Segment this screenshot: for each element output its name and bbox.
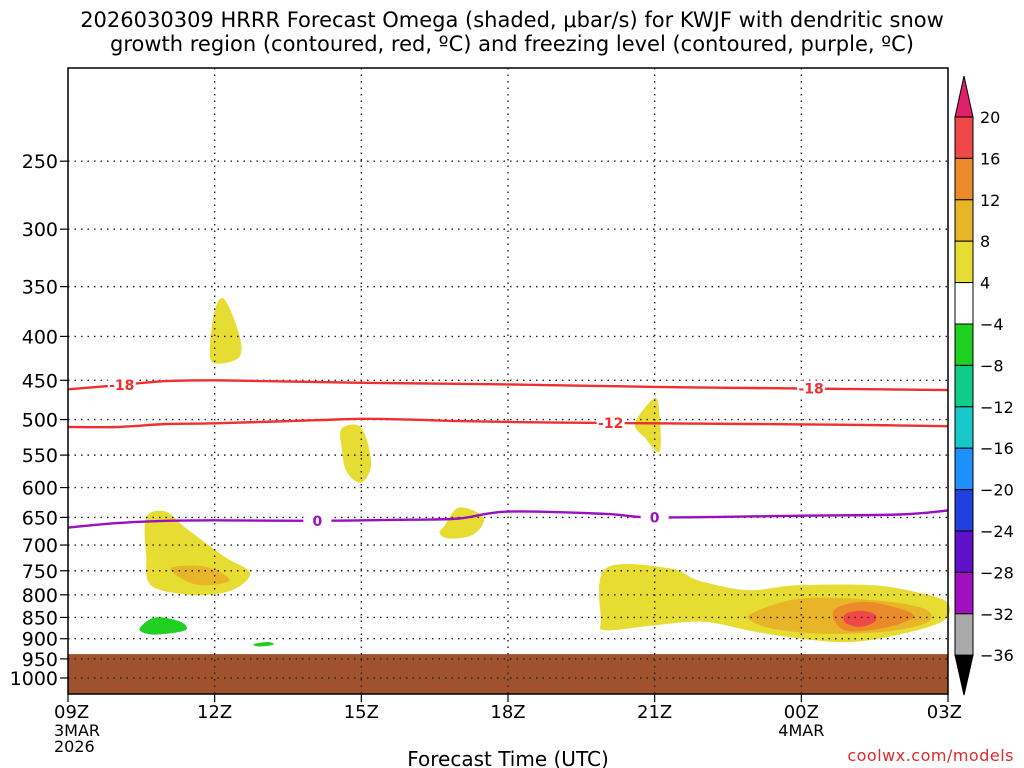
y-tick-label: 1000 bbox=[10, 668, 58, 690]
colorbar-tick-label: −12 bbox=[980, 398, 1014, 417]
y-tick-label: 250 bbox=[22, 151, 58, 173]
x-tick-label: 09Z bbox=[54, 702, 89, 723]
colorbar-tick-label: −4 bbox=[980, 315, 1004, 334]
axes: 2503003504004505005506006507007508008509… bbox=[10, 67, 962, 756]
colorbar-tick-label: 16 bbox=[980, 149, 1000, 168]
y-tick-label: 700 bbox=[22, 535, 58, 557]
y-tick-label: 650 bbox=[22, 507, 58, 529]
shaded-region-omega-4-8-c bbox=[340, 424, 372, 483]
colorbar-bin bbox=[954, 571, 974, 615]
colorbar-bin bbox=[954, 157, 974, 201]
shaded-region-omega-neg4-8-b bbox=[253, 641, 274, 647]
colorbar-bin bbox=[954, 240, 974, 284]
colorbar-bin bbox=[954, 199, 974, 242]
credit-text: coolwx.com/models bbox=[847, 746, 1014, 765]
colorbar-top-arrow bbox=[954, 75, 974, 118]
contour-line-dendritic-minus18 bbox=[67, 379, 949, 392]
colorbar-tick-label: 4 bbox=[980, 274, 990, 293]
contour-line-freezing-level-0 bbox=[67, 509, 949, 529]
x-tick-sublabel: 4MAR bbox=[778, 721, 824, 740]
colorbar-bin bbox=[954, 530, 974, 573]
y-tick-label: 750 bbox=[22, 561, 58, 583]
colorbar-tick-label: −8 bbox=[980, 356, 1004, 375]
contour-label-bg bbox=[596, 414, 625, 431]
contour-label-bg bbox=[303, 512, 332, 529]
shaded-region-omega-4-8-e bbox=[634, 398, 661, 453]
omega-shading-layer bbox=[139, 298, 951, 647]
contour-line-dendritic-minus12 bbox=[67, 417, 949, 429]
x-tick-label: 12Z bbox=[197, 702, 232, 723]
x-tick-label: 03Z bbox=[927, 702, 962, 723]
colorbar-tick-label: 8 bbox=[980, 232, 990, 251]
shaded-region-omega-4-8-a bbox=[209, 298, 242, 364]
colorbar-bin bbox=[954, 364, 974, 408]
colorbar-bin bbox=[954, 447, 974, 491]
x-axis-title: Forecast Time (UTC) bbox=[407, 747, 609, 768]
x-tick-label: 21Z bbox=[637, 702, 672, 723]
contour-label: -12 bbox=[598, 416, 623, 432]
colorbar: 20 16 12 8 4 −4 −8 −12 −16 −20 −24 −28 −32 −36 bbox=[954, 75, 1014, 696]
y-tick-label: 350 bbox=[22, 277, 58, 299]
colorbar-tick-label: −36 bbox=[980, 646, 1014, 665]
contour-label-bg bbox=[107, 376, 136, 393]
colorbar-tick-label: −28 bbox=[980, 563, 1014, 582]
y-tick-label: 500 bbox=[22, 410, 58, 432]
contour-label: 0 bbox=[312, 514, 322, 530]
colorbar-bin bbox=[954, 323, 974, 366]
chart-title: 2026030309 HRRR Forecast Omega (shaded, … bbox=[0, 8, 1024, 56]
x-tick-sublabel: 2026 bbox=[54, 737, 95, 756]
chart-title-line-1: 2026030309 HRRR Forecast Omega (shaded, … bbox=[80, 8, 944, 32]
contour-layer: -18 -18 -12 0 0 bbox=[67, 376, 949, 530]
colorbar-bin bbox=[954, 406, 974, 449]
colorbar-tick-label: −24 bbox=[980, 522, 1014, 541]
shaded-region-omega-4-8-d bbox=[439, 507, 485, 539]
colorbar-tick-label: 12 bbox=[980, 191, 1000, 210]
y-tick-label: 550 bbox=[22, 445, 58, 467]
shaded-region-omega-4-8-b bbox=[144, 510, 251, 596]
y-tick-label: 600 bbox=[22, 478, 58, 500]
colorbar-tick-label: 20 bbox=[980, 108, 1000, 127]
shaded-region-omega-neg4-8-a bbox=[139, 617, 187, 635]
y-tick-label: 850 bbox=[22, 607, 58, 629]
contour-label-bg bbox=[797, 380, 826, 397]
x-tick-label: 15Z bbox=[344, 702, 379, 723]
y-tick-label: 300 bbox=[22, 219, 58, 241]
y-tick-label: 800 bbox=[22, 585, 58, 607]
colorbar-bin bbox=[954, 116, 974, 159]
colorbar-tick-label: −32 bbox=[980, 605, 1014, 624]
colorbar-tick-label: −16 bbox=[980, 439, 1014, 458]
colorbar-bin bbox=[954, 489, 974, 532]
x-tick-label: 18Z bbox=[490, 702, 525, 723]
colorbar-bottom-arrow bbox=[954, 654, 974, 696]
x-tick-label: 00Z bbox=[784, 702, 819, 723]
colorbar-bin bbox=[954, 613, 974, 656]
contour-label: -18 bbox=[109, 378, 134, 394]
colorbar-tick-label: −20 bbox=[980, 481, 1014, 500]
contour-label: 0 bbox=[650, 510, 660, 526]
y-tick-label: 450 bbox=[22, 370, 58, 392]
chart-title-line-2: growth region (contoured, red, ºC) and f… bbox=[110, 32, 914, 56]
colorbar-bin bbox=[954, 282, 974, 325]
y-tick-label: 950 bbox=[22, 649, 58, 671]
contour-label-bg bbox=[640, 509, 669, 526]
contour-label: -18 bbox=[798, 382, 823, 398]
shaded-region-omega-16-20 bbox=[843, 610, 877, 627]
x-tick-sublabel: 3MAR bbox=[54, 721, 100, 740]
y-tick-label: 400 bbox=[22, 326, 58, 348]
y-tick-label: 900 bbox=[22, 629, 58, 651]
